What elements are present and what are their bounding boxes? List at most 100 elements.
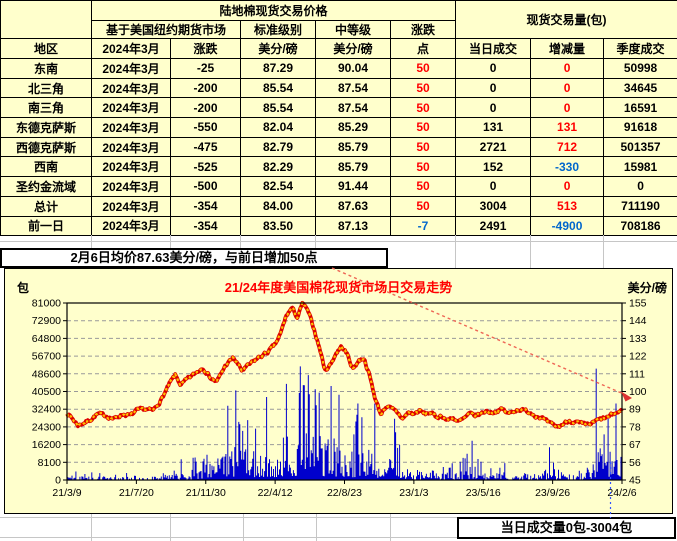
cell-points[interactable]: -7 (389, 215, 457, 237)
header-futures-market[interactable]: 基于美国纽约期货市场 (91, 20, 241, 39)
header-change[interactable]: 涨跌 (389, 20, 457, 39)
cell-delta[interactable]: 712 (530, 136, 605, 158)
cell-delta[interactable]: 0 (530, 58, 605, 79)
cell-middle[interactable]: 90.04 (315, 58, 391, 79)
cell-standard[interactable]: 82.04 (240, 117, 316, 138)
cell-standard[interactable]: 82.79 (240, 136, 316, 158)
cell-quarter[interactable]: 34645 (603, 77, 677, 99)
cell-points[interactable]: 50 (389, 117, 457, 138)
header-quarter-volume[interactable]: 季度成交 (603, 38, 677, 59)
cell-middle[interactable]: 87.54 (315, 77, 391, 99)
cell-middle[interactable]: 85.79 (315, 156, 391, 178)
cell-quarter[interactable]: 91618 (603, 117, 677, 138)
header-month[interactable]: 2024年3月 (91, 38, 171, 59)
header-region[interactable]: 地区 (0, 38, 92, 59)
cell-region[interactable]: 北三角 (0, 77, 92, 99)
cell-standard[interactable]: 84.00 (240, 195, 316, 217)
cell-month[interactable]: 2024年3月 (91, 176, 171, 197)
cell-delta[interactable]: -4900 (530, 215, 605, 237)
cell-day[interactable]: 152 (455, 156, 532, 178)
header-middle-grade[interactable]: 中等级 (315, 20, 391, 39)
cell-change[interactable]: -500 (170, 176, 241, 197)
cell-quarter[interactable]: 15981 (603, 156, 677, 178)
cell-points[interactable]: 50 (389, 156, 457, 178)
volume-range-note[interactable]: 当日成交量0包-3004包 (457, 517, 676, 539)
cell-region[interactable]: 西南 (0, 156, 92, 178)
cell-standard[interactable]: 85.54 (240, 97, 316, 119)
header-standard-grade[interactable]: 标准级别 (240, 20, 316, 39)
volume-title[interactable]: 现货交易量(包) (455, 0, 677, 39)
cell-quarter[interactable]: 0 (603, 176, 677, 197)
cell-day[interactable]: 0 (455, 58, 532, 79)
cell-delta[interactable]: 513 (530, 195, 605, 217)
header-unit-middle[interactable]: 美分/磅 (315, 38, 391, 59)
cell-delta[interactable]: 0 (530, 97, 605, 119)
cell-middle[interactable]: 87.54 (315, 97, 391, 119)
cell-middle[interactable]: 85.79 (315, 136, 391, 158)
cell-middle[interactable]: 87.13 (315, 215, 391, 237)
table-title[interactable]: 陆地棉现货交易价格 (90, 0, 457, 21)
cell-day[interactable]: 0 (455, 176, 532, 197)
cell-month[interactable]: 2024年3月 (91, 97, 171, 119)
cell-quarter[interactable]: 501357 (603, 136, 677, 158)
cell-points[interactable]: 50 (389, 97, 457, 119)
cell-region[interactable]: 圣约金流域 (0, 176, 92, 197)
header-unit-standard[interactable]: 美分/磅 (240, 38, 316, 59)
cell-change[interactable]: -354 (170, 195, 241, 217)
cell-delta[interactable]: 131 (530, 117, 605, 138)
cell-middle[interactable]: 85.29 (315, 117, 391, 138)
cell-month[interactable]: 2024年3月 (91, 58, 171, 79)
cell-change[interactable]: -550 (170, 117, 241, 138)
cell-delta[interactable]: 0 (530, 176, 605, 197)
cell-delta[interactable]: -330 (530, 156, 605, 178)
header-delta[interactable]: 增减量 (530, 38, 605, 59)
cell-change[interactable]: -200 (170, 97, 241, 119)
cell-month[interactable]: 2024年3月 (91, 215, 171, 237)
cell-delta[interactable]: 0 (530, 77, 605, 99)
cell-points[interactable]: 50 (389, 176, 457, 197)
cell-month[interactable]: 2024年3月 (91, 136, 171, 158)
cell-change[interactable]: -475 (170, 136, 241, 158)
cell-day[interactable]: 0 (455, 77, 532, 99)
cell-region[interactable]: 东德克萨斯 (0, 117, 92, 138)
cell-day[interactable]: 2491 (455, 215, 532, 237)
cell-region[interactable]: 南三角 (0, 97, 92, 119)
cell-standard[interactable]: 87.29 (240, 58, 316, 79)
cell-month[interactable]: 2024年3月 (91, 117, 171, 138)
cell-region[interactable]: 前一日 (0, 215, 92, 237)
cell-change[interactable]: -25 (170, 58, 241, 79)
cell-points[interactable]: 50 (389, 77, 457, 99)
cell-change[interactable]: -525 (170, 156, 241, 178)
cell-quarter[interactable]: 50998 (603, 58, 677, 79)
header-day-volume[interactable]: 当日成交 (455, 38, 532, 59)
cell-points[interactable]: 50 (389, 136, 457, 158)
cell-standard[interactable]: 82.54 (240, 176, 316, 197)
cell-points[interactable]: 50 (389, 58, 457, 79)
cell-region[interactable]: 总计 (0, 195, 92, 217)
header-points[interactable]: 点 (389, 38, 457, 59)
cell-standard[interactable]: 82.29 (240, 156, 316, 178)
cell-month[interactable]: 2024年3月 (91, 195, 171, 217)
cell-day[interactable]: 131 (455, 117, 532, 138)
cell-month[interactable]: 2024年3月 (91, 77, 171, 99)
cell-day[interactable]: 3004 (455, 195, 532, 217)
cell-quarter[interactable]: 708186 (603, 215, 677, 237)
chart-area[interactable]: 包 21/24年度美国棉花现货市场日交易走势 美分/磅 81000 155 7290… (4, 268, 673, 514)
cell-region[interactable]: 东南 (0, 58, 92, 79)
cell-day[interactable]: 2721 (455, 136, 532, 158)
avg-price-note[interactable]: 2月6日均价87.63美分/磅，与前日增加50点 (0, 248, 388, 268)
cell-change[interactable]: -354 (170, 215, 241, 237)
header-change-sub[interactable]: 涨跌 (170, 38, 241, 59)
cell-region[interactable]: 西德克萨斯 (0, 136, 92, 158)
cell-quarter[interactable]: 711190 (603, 195, 677, 217)
cell-quarter[interactable]: 16591 (603, 97, 677, 119)
cell-change[interactable]: -200 (170, 77, 241, 99)
cell-corner-empty[interactable] (0, 0, 92, 39)
cell-standard[interactable]: 83.50 (240, 215, 316, 237)
cell-middle[interactable]: 91.44 (315, 176, 391, 197)
cell-month[interactable]: 2024年3月 (91, 156, 171, 178)
cell-standard[interactable]: 85.54 (240, 77, 316, 99)
cell-middle[interactable]: 87.63 (315, 195, 391, 217)
cell-points[interactable]: 50 (389, 195, 457, 217)
cell-day[interactable]: 0 (455, 97, 532, 119)
